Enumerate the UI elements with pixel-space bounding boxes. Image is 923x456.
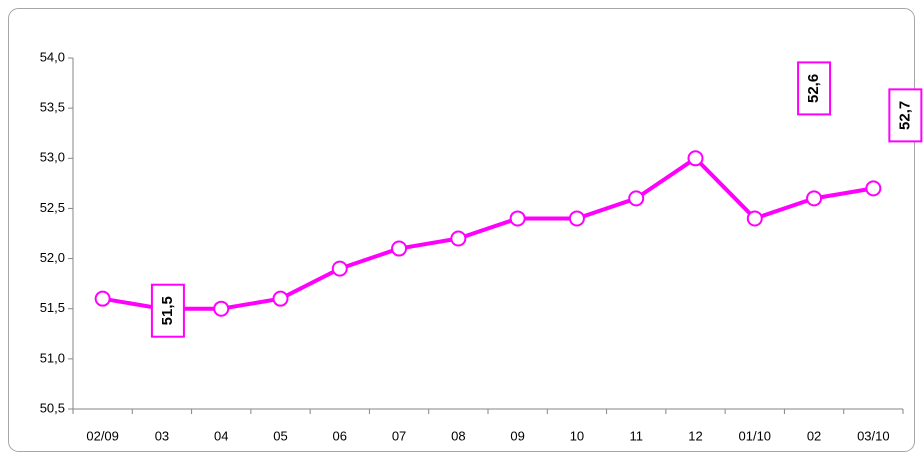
y-tick-label: 51,5 bbox=[40, 300, 65, 315]
value-label-box bbox=[797, 61, 832, 116]
data-line bbox=[102, 156, 874, 311]
value-label: 52,6 bbox=[805, 74, 822, 103]
y-tick-label: 51,0 bbox=[40, 350, 65, 365]
y-tick-label: 53,5 bbox=[40, 100, 65, 115]
value-label: 51,5 bbox=[159, 296, 176, 325]
x-tick-label: 04 bbox=[214, 428, 228, 443]
data-point bbox=[628, 190, 645, 207]
data-point bbox=[94, 290, 111, 307]
x-tick-label: 07 bbox=[392, 428, 406, 443]
data-point bbox=[272, 290, 289, 307]
x-tick-label: 05 bbox=[273, 428, 287, 443]
x-tick-label: 09 bbox=[510, 428, 524, 443]
data-point bbox=[450, 230, 467, 247]
x-tick-label: 10 bbox=[570, 428, 584, 443]
value-label-box bbox=[150, 283, 185, 338]
data-point bbox=[509, 210, 526, 227]
y-tick-label: 52,5 bbox=[40, 200, 65, 215]
chart-border bbox=[8, 8, 915, 452]
data-point bbox=[331, 260, 348, 277]
data-point bbox=[391, 240, 408, 257]
x-tick-label: 06 bbox=[333, 428, 347, 443]
x-tick-label: 03 bbox=[155, 428, 169, 443]
data-point bbox=[213, 300, 230, 317]
data-point bbox=[568, 210, 585, 227]
value-label: 52,7 bbox=[896, 101, 913, 130]
x-tick-label: 02 bbox=[807, 428, 821, 443]
data-point bbox=[865, 180, 882, 197]
x-tick-label: 03/10 bbox=[857, 428, 890, 443]
data-point bbox=[687, 150, 704, 167]
x-tick-label: 08 bbox=[451, 428, 465, 443]
y-tick-label: 53,0 bbox=[40, 150, 65, 165]
x-tick-label: 11 bbox=[629, 428, 643, 443]
y-tick-label: 52,0 bbox=[40, 250, 65, 265]
x-tick-label: 01/10 bbox=[739, 428, 772, 443]
x-tick-label: 12 bbox=[688, 428, 702, 443]
value-label-box bbox=[888, 88, 923, 143]
data-point bbox=[806, 190, 823, 207]
x-tick-label: 02/09 bbox=[86, 428, 119, 443]
data-point bbox=[746, 210, 763, 227]
y-tick-label: 50,5 bbox=[40, 400, 65, 415]
y-tick-label: 54,0 bbox=[40, 49, 65, 64]
